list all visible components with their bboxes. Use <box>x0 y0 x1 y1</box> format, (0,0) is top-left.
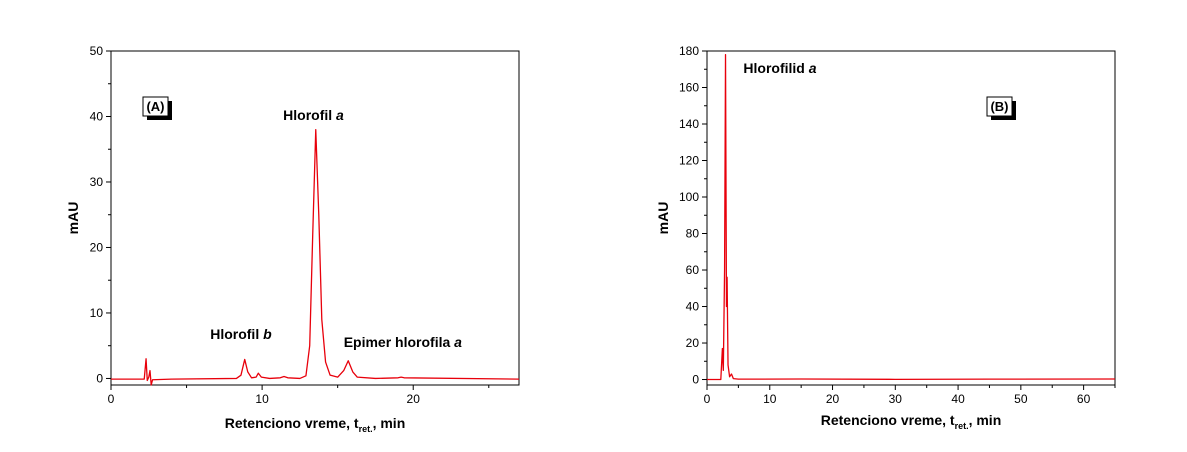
y-tick-label: 40 <box>90 109 104 123</box>
y-tick-label: 140 <box>679 117 699 131</box>
chart-panel-a: 0 10 20 30 40 50 0 10 20 mAU Retenciono vreme, tre… <box>65 44 520 434</box>
y-axis-title: mAU <box>65 202 81 235</box>
y-tick-label: 40 <box>686 300 700 314</box>
y-tick-label: 120 <box>679 154 699 168</box>
x-tick-label: 10 <box>255 392 269 406</box>
peak-annotation: Hlorofil b <box>210 326 272 342</box>
y-tick-label: 100 <box>679 190 699 204</box>
y-tick-label: 50 <box>90 44 104 58</box>
y-tick-label: 10 <box>90 306 104 320</box>
y-tick-label: 80 <box>686 227 700 241</box>
y-tick-label: 160 <box>679 81 699 95</box>
y-tick-label: 60 <box>686 263 700 277</box>
y-tick-label: 20 <box>90 240 104 254</box>
panel-tag-label: (B) <box>990 99 1008 114</box>
plot-frame <box>110 50 520 386</box>
x-tick-label: 40 <box>951 392 965 406</box>
y-tick-label: 0 <box>96 371 103 385</box>
y-tick-label: 30 <box>90 175 104 189</box>
x-tick-label: 10 <box>763 392 777 406</box>
plot-frame <box>706 50 1116 386</box>
y-tick-label: 0 <box>692 373 699 387</box>
x-axis-title: Retenciono vreme, tret., min <box>225 415 406 434</box>
series-line <box>707 54 1116 381</box>
peak-annotation: Epimer hlorofila a <box>344 334 462 350</box>
y-axis-title: mAU <box>655 202 671 235</box>
y-tick-label: 20 <box>686 336 700 350</box>
peak-annotation: Hlorofil a <box>283 107 344 123</box>
x-tick-label: 0 <box>108 392 115 406</box>
chart-panel-b: 0 20 40 60 80 100 120 140 160 180 0 10 20 30 40 50 60 mAU… <box>655 44 1116 431</box>
series-line <box>111 128 520 386</box>
x-tick-label: 20 <box>407 392 421 406</box>
x-tick-label: 20 <box>826 392 840 406</box>
x-tick-label: 30 <box>889 392 903 406</box>
panel-tag-box <box>142 96 169 117</box>
x-tick-label: 0 <box>704 392 711 406</box>
x-tick-label: 60 <box>1077 392 1091 406</box>
peak-annotation: Hlorofilid a <box>743 60 816 76</box>
panel-tag-box <box>986 96 1013 117</box>
y-tick-label: 180 <box>679 44 699 58</box>
x-tick-label: 50 <box>1014 392 1028 406</box>
x-axis-title: Retenciono vreme, tret., min <box>821 412 1002 431</box>
panel-tag-label: (A) <box>146 99 164 114</box>
